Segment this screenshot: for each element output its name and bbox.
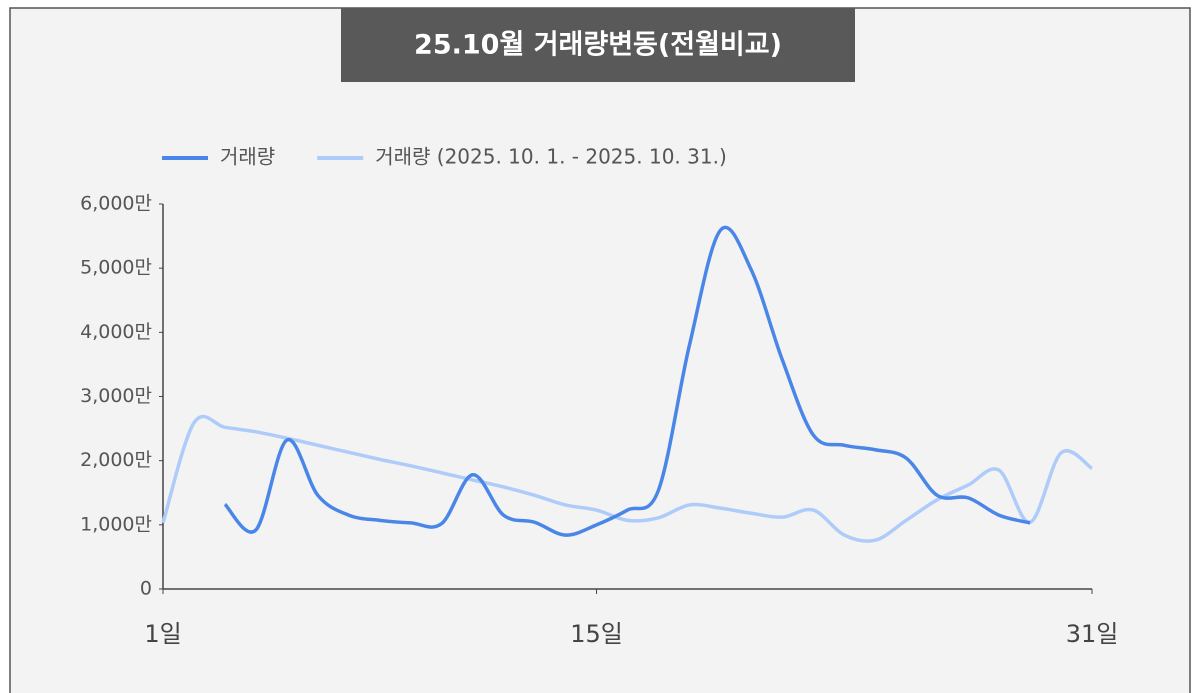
y-tick-label: 5,000만	[80, 257, 152, 279]
y-tick-label: 1,000만	[80, 513, 152, 535]
legend-label: 거래량 (2025. 10. 1. - 2025. 10. 31.)	[375, 145, 727, 169]
panel	[9, 7, 1191, 693]
x-tick-label: 15일	[570, 620, 623, 648]
y-tick-label: 3,000만	[80, 385, 152, 407]
series-line	[223, 225, 1031, 537]
legend-label: 거래량	[220, 145, 275, 169]
x-tick-label: 1일	[144, 620, 181, 648]
y-tick-label: 6,000만	[80, 193, 152, 215]
y-tick-label: 4,000만	[80, 321, 152, 343]
y-tick-label: 2,000만	[80, 449, 152, 471]
title-box	[341, 8, 855, 82]
x-tick-label: 31일	[1066, 620, 1119, 648]
y-tick-label: 0	[140, 578, 152, 600]
chart-title: 25.10월 거래량변동(전월비교)	[414, 30, 782, 61]
